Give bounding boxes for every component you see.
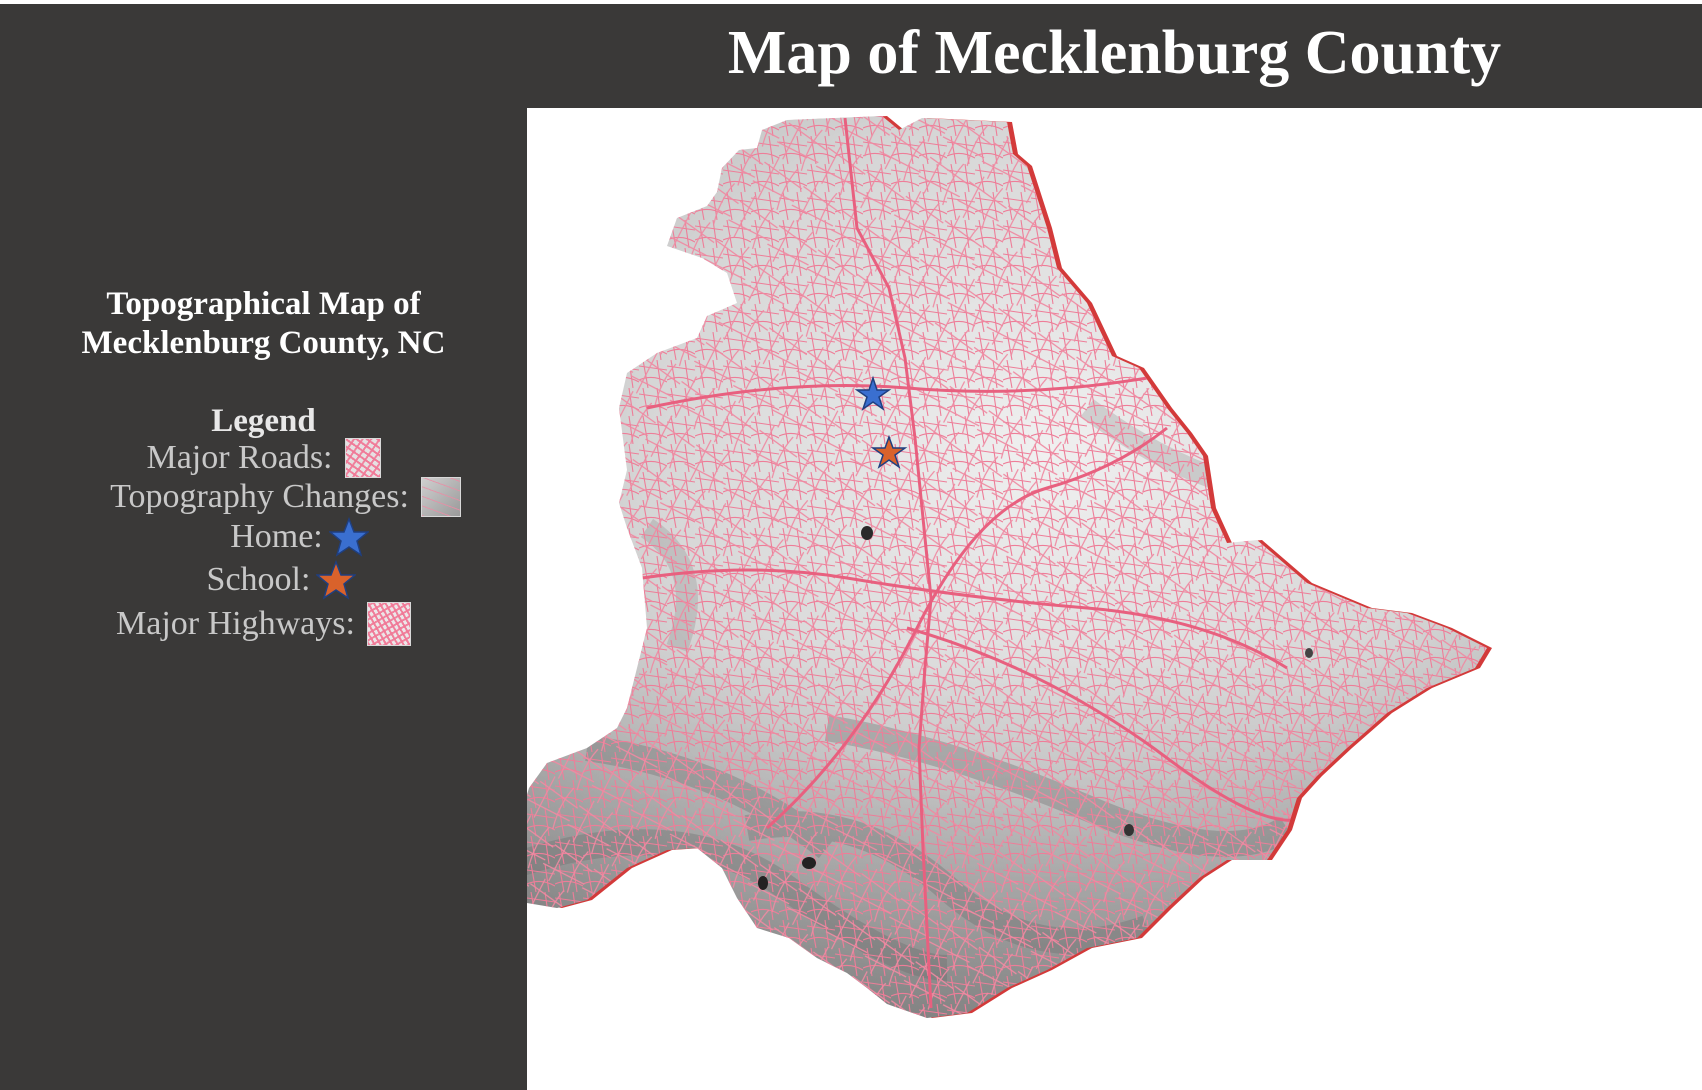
roads-swatch-icon — [344, 438, 381, 478]
topography-swatch-icon — [420, 477, 461, 517]
legend-sidebar — [0, 4, 527, 1090]
county-map[interactable] — [517, 108, 1702, 1090]
legend-item-topography: Topography Changes: — [0, 477, 549, 517]
home-star-icon — [328, 517, 369, 557]
highways-swatch-icon — [366, 602, 411, 646]
page-title: Map of Mecklenburg County — [727, 19, 1502, 87]
legend-label-major-highways: Major Highways: — [116, 605, 355, 642]
map-subtitle: Topographical Map of Mecklenburg County,… — [0, 285, 527, 363]
title-bar: Map of Mecklenburg County — [527, 4, 1702, 108]
map-subtitle-line2: Mecklenburg County, NC — [81, 325, 446, 361]
legend-item-home: Home: — [0, 517, 563, 557]
map-canvas[interactable] — [517, 108, 1702, 1090]
legend-heading: Legend — [211, 403, 316, 439]
legend-item-major-highways: Major Highways: — [0, 602, 527, 646]
legend-item-major-roads: Major Roads: — [0, 438, 549, 478]
legend-label-home: Home: — [230, 518, 323, 555]
home-marker-icon[interactable] — [854, 375, 892, 411]
legend-label-school: School: — [206, 561, 311, 598]
top-divider — [0, 0, 528, 4]
legend-item-school: School: — [0, 560, 545, 600]
school-marker-icon[interactable] — [870, 434, 908, 469]
legend-label-major-roads: Major Roads: — [146, 439, 333, 476]
school-star-icon — [316, 560, 357, 600]
legend-label-topography: Topography Changes: — [110, 478, 409, 515]
map-subtitle-line1: Topographical Map of — [106, 286, 421, 322]
